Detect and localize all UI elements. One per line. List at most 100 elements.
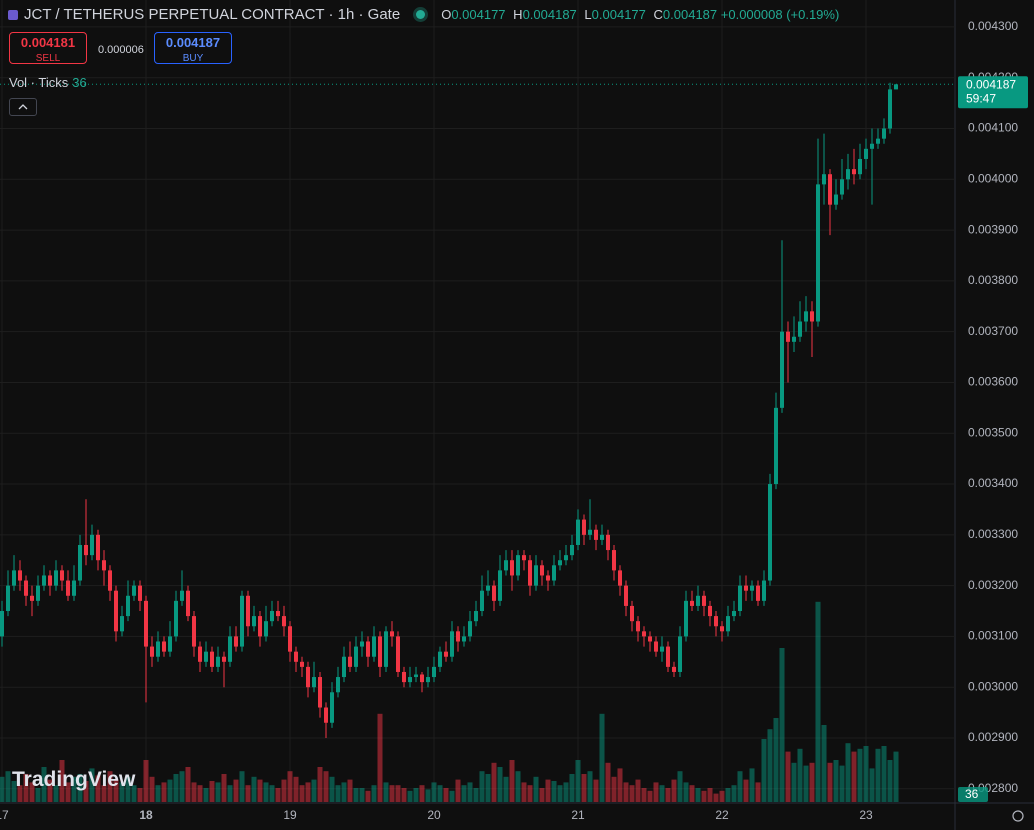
candle-body xyxy=(726,616,730,632)
candle-body xyxy=(774,407,778,485)
volume-bar xyxy=(311,779,317,802)
candle-body xyxy=(288,626,292,652)
volume-bar xyxy=(281,779,287,802)
volume-bar xyxy=(401,788,407,802)
logo: TradingView xyxy=(12,768,136,791)
candle-body xyxy=(402,671,406,683)
sell-button[interactable]: 0.004181 SELL xyxy=(9,32,87,64)
change: +0.000008 (+0.19%) xyxy=(720,7,840,22)
candle-body xyxy=(468,621,472,637)
buy-button[interactable]: 0.004187 BUY xyxy=(154,32,232,64)
symbol-icon xyxy=(8,9,18,20)
volume-bar xyxy=(683,782,689,802)
volume-bar xyxy=(137,788,143,802)
volume-label: Vol · Ticks xyxy=(9,75,69,90)
volume-bar xyxy=(47,779,53,802)
volume-bar xyxy=(155,785,161,802)
candle-body xyxy=(750,585,754,591)
volume-bar xyxy=(23,774,29,802)
candle-body xyxy=(696,595,700,606)
volume-bar xyxy=(875,748,881,802)
volume-bar xyxy=(41,767,47,802)
price-axis-bg xyxy=(955,0,1034,830)
volume-bar xyxy=(797,748,803,802)
volume-bar xyxy=(131,785,137,802)
candle-body xyxy=(162,641,166,652)
volume-bar xyxy=(299,785,305,802)
candle-body xyxy=(672,666,676,672)
candle-body xyxy=(24,580,28,596)
candle-body xyxy=(174,600,178,637)
volume-bar xyxy=(443,788,449,802)
volume-bar xyxy=(563,782,569,802)
volume-bar xyxy=(779,648,785,802)
volume-bar xyxy=(707,788,713,802)
candle-body xyxy=(138,585,142,601)
candle-body xyxy=(630,605,634,622)
countdown: 59:47 xyxy=(966,91,996,105)
candle-body xyxy=(276,611,280,617)
volume-bar xyxy=(677,771,683,802)
volume-bar xyxy=(437,785,443,802)
candle-body xyxy=(840,179,844,195)
candle-body xyxy=(168,636,172,652)
volume-bar xyxy=(17,785,23,802)
volume-bar xyxy=(191,782,197,802)
volume-bar xyxy=(551,781,557,802)
candle-body xyxy=(576,519,580,545)
volume-bar xyxy=(377,713,383,802)
candle-body xyxy=(636,621,640,632)
candle-body xyxy=(810,311,814,322)
volume-bar xyxy=(395,785,401,802)
candle-body xyxy=(126,595,130,617)
candle-body xyxy=(456,631,460,642)
volume-bar xyxy=(455,779,461,802)
volume-value: 36 xyxy=(72,75,87,90)
volume-bar xyxy=(179,771,185,802)
volume-bar xyxy=(269,785,275,802)
volume-bar xyxy=(359,788,365,802)
y-tick-label: 0.003200 xyxy=(968,578,1018,592)
volume-bar xyxy=(509,760,515,802)
volume-bar xyxy=(305,782,311,802)
candle-body xyxy=(150,646,154,657)
candle-body xyxy=(48,575,52,586)
candle-body xyxy=(618,570,622,586)
candle-body xyxy=(246,595,250,627)
volume-bar xyxy=(323,771,329,802)
ohlc: O0.004177 H0.004187 L0.004177 C0.004187 … xyxy=(437,7,839,22)
candle-body xyxy=(252,616,256,627)
candle-body xyxy=(18,570,22,581)
candle-body xyxy=(894,84,898,90)
volume-bar xyxy=(143,760,149,802)
last-price-label: 0.004187 xyxy=(966,77,1016,91)
volume-bar xyxy=(221,774,227,802)
volume-bar xyxy=(755,782,761,802)
candle-body xyxy=(522,555,526,561)
candle-body xyxy=(180,590,184,601)
candle-body xyxy=(432,666,436,678)
candle-body xyxy=(132,585,136,596)
volume-bar xyxy=(341,782,347,802)
y-tick-label: 0.003700 xyxy=(968,324,1018,338)
candle-body xyxy=(240,595,244,647)
candle-body xyxy=(210,651,214,667)
candle-body xyxy=(348,656,352,667)
volume-bar xyxy=(827,762,833,802)
volume-tag xyxy=(958,787,988,802)
candle-body xyxy=(426,677,430,683)
collapse-button[interactable] xyxy=(9,98,37,116)
candle-body xyxy=(504,560,508,571)
candle-body xyxy=(888,89,892,129)
candle-body xyxy=(204,651,208,662)
candle-body xyxy=(60,570,64,581)
volume-bar xyxy=(215,782,221,802)
candle-body xyxy=(552,565,556,581)
volume-bar xyxy=(839,765,845,802)
candle-body xyxy=(228,636,232,662)
volume-bar xyxy=(173,774,179,802)
candle-body xyxy=(612,550,616,571)
candle-body xyxy=(354,646,358,667)
